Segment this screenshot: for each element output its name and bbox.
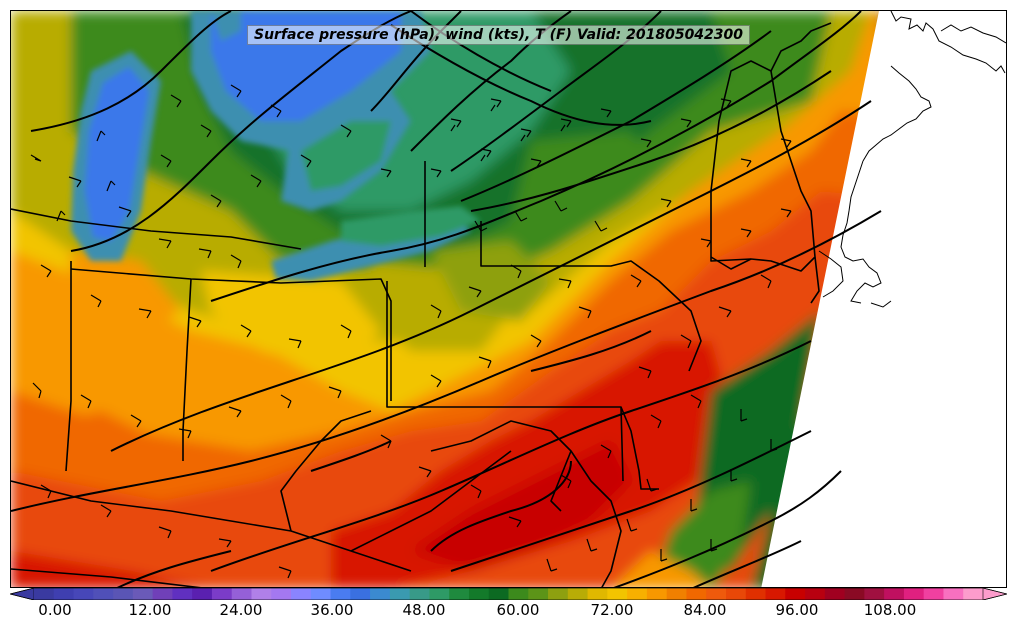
colorbar-segment <box>627 588 648 600</box>
colorbar-segment <box>291 588 312 600</box>
colorbar-segment <box>53 588 75 600</box>
colorbar-segment <box>864 588 885 600</box>
colorbar-segment <box>805 588 826 600</box>
colorbar-segment <box>271 588 292 600</box>
colorbar-tick: 24.00 <box>219 601 263 619</box>
map-title: Surface pressure (hPa), wind (kts), T (F… <box>247 25 751 45</box>
colorbar-segment <box>172 588 193 600</box>
colorbar-segment <box>350 588 371 600</box>
colorbar-segment <box>785 588 806 600</box>
map-canvas <box>11 11 1006 587</box>
colorbar-segment <box>488 588 510 600</box>
colorbar-segment <box>745 588 767 600</box>
colorbar-segment <box>468 588 490 600</box>
colorbar-segment <box>923 588 945 600</box>
colorbar-segment <box>429 588 450 600</box>
isobars <box>11 11 882 587</box>
colorbar-segment <box>132 588 154 600</box>
colorbar-segment <box>251 588 272 600</box>
temperature-colorbar <box>10 588 1007 600</box>
colorbar-segment <box>231 588 253 600</box>
colorbar-segment <box>884 588 905 600</box>
outside-domain <box>761 11 1006 587</box>
colorbar-segment <box>449 588 470 600</box>
colorbar-tick: 108.00 <box>863 601 917 619</box>
colorbar-segment <box>508 588 529 600</box>
colorbar-tick: 48.00 <box>402 601 446 619</box>
colorbar-segment <box>330 588 351 600</box>
colorbar-segment <box>844 588 865 600</box>
colorbar-segment <box>192 588 213 600</box>
colorbar-segment <box>93 588 114 600</box>
weather-map: Surface pressure (hPa), wind (kts), T (F… <box>10 10 1007 588</box>
state-boundaries <box>11 22 832 587</box>
colorbar-segment <box>706 588 727 600</box>
colorbar-segment <box>528 588 549 600</box>
colorbar-segment <box>548 588 569 600</box>
colorbar-tick: 96.00 <box>775 601 819 619</box>
colorbar-segment <box>211 588 233 600</box>
colorbar-tick: 0.00 <box>38 601 72 619</box>
colorbar-segment <box>73 588 94 600</box>
wind-barbs <box>30 84 792 579</box>
colorbar-segment <box>389 588 411 600</box>
colorbar-segment <box>152 588 173 600</box>
colorbar-tick: 60.00 <box>496 601 540 619</box>
colorbar-segment <box>824 588 846 600</box>
colorbar-segment <box>587 588 608 600</box>
colorbar-segment <box>310 588 332 600</box>
colorbar-under-arrow <box>10 588 35 600</box>
colorbar-over-arrow <box>982 588 1007 600</box>
colorbar-segment <box>646 588 668 600</box>
colorbar-segment <box>567 588 589 600</box>
colorbar-segment <box>963 588 984 600</box>
colorbar-tick: 36.00 <box>310 601 354 619</box>
colorbar-segment <box>943 588 964 600</box>
colorbar-segment <box>607 588 628 600</box>
colorbar-tick: 84.00 <box>683 601 727 619</box>
colorbar-tick-labels: 0.00 12.00 24.00 36.00 48.00 60.00 72.00… <box>0 601 1018 625</box>
colorbar-segment <box>725 588 747 600</box>
colorbar-segment <box>686 588 707 600</box>
colorbar-segment <box>666 588 688 600</box>
colorbar-tick: 12.00 <box>128 601 172 619</box>
coastline <box>818 11 1006 308</box>
colorbar-segment <box>370 588 391 600</box>
colorbar-segment <box>113 588 134 600</box>
colorbar-segment <box>34 588 55 600</box>
colorbar-segment <box>409 588 431 600</box>
colorbar-segment <box>903 588 925 600</box>
colorbar-tick: 72.00 <box>590 601 634 619</box>
colorbar-segment <box>765 588 786 600</box>
